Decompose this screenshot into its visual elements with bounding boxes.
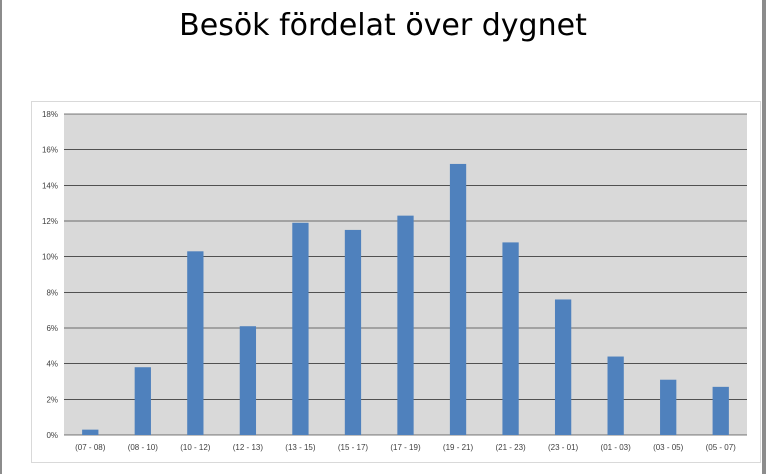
x-tick-label: (08 - 10) <box>128 443 159 452</box>
bar <box>187 251 204 435</box>
x-tick-label: (15 - 17) <box>338 443 369 452</box>
bar <box>292 222 309 435</box>
y-axis-ticks: 0% 2% 4% 6% 8% 10% 12% 14% 16% 18% <box>42 110 58 440</box>
bar <box>239 326 257 435</box>
y-tick-label: 10% <box>42 253 58 262</box>
x-tick-label: (12 - 13) <box>233 443 264 452</box>
x-axis-ticks: (07 - 08) (08 - 10) (10 - 12) (12 - 13) (13 … <box>75 443 736 452</box>
x-tick-label: (03 - 05) <box>653 443 684 452</box>
y-tick-label: 4% <box>46 360 58 369</box>
bar <box>134 367 151 435</box>
y-tick-label: 0% <box>46 431 58 440</box>
page-title: Besök fördelat över dygnet <box>179 8 587 43</box>
bar <box>344 229 362 435</box>
x-tick-label: (17 - 19) <box>390 443 421 452</box>
bar <box>397 215 414 435</box>
bar <box>712 386 729 435</box>
x-tick-label: (10 - 12) <box>180 443 211 452</box>
y-tick-label: 16% <box>42 146 58 155</box>
x-tick-label: (07 - 08) <box>75 443 106 452</box>
x-tick-label: (05 - 07) <box>706 443 737 452</box>
window-border-left <box>0 0 2 474</box>
y-tick-label: 6% <box>46 324 58 333</box>
y-tick-label: 14% <box>42 181 58 190</box>
y-tick-label: 18% <box>42 110 58 119</box>
bar <box>554 299 572 435</box>
x-tick-label: (19 - 21) <box>443 443 474 452</box>
bars <box>82 163 729 435</box>
bar <box>82 429 99 435</box>
x-tick-label: (13 - 15) <box>285 443 316 452</box>
x-tick-label: (01 - 03) <box>601 443 632 452</box>
y-tick-label: 2% <box>46 395 58 404</box>
y-tick-label: 8% <box>46 288 58 297</box>
y-tick-label: 12% <box>42 217 58 226</box>
bar <box>502 242 519 435</box>
bar <box>660 379 677 435</box>
x-tick-label: (23 - 01) <box>548 443 579 452</box>
bar <box>607 356 624 435</box>
bar <box>449 163 467 435</box>
x-tick-label: (21 - 23) <box>495 443 526 452</box>
window-border-right <box>762 0 766 474</box>
